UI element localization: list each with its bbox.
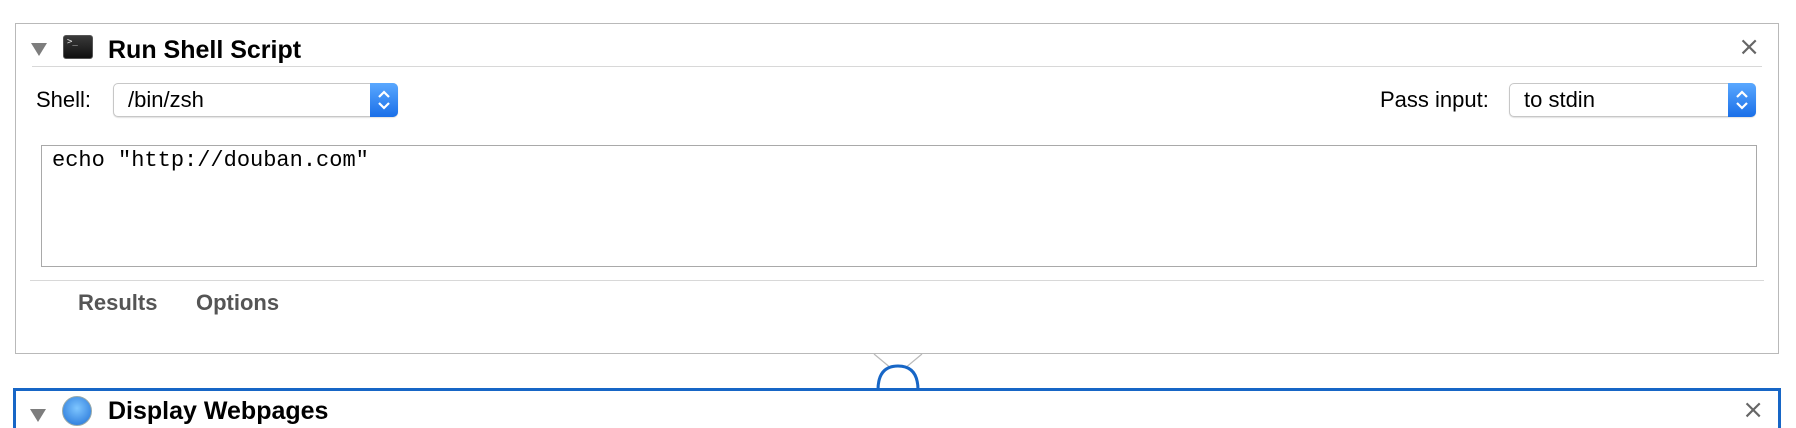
- terminal-icon-glyph: >_: [67, 37, 78, 47]
- tab-results[interactable]: Results: [78, 290, 158, 315]
- tab-options[interactable]: Options: [196, 290, 280, 315]
- shell-popup-stepper-icon[interactable]: [370, 83, 398, 117]
- close-icon[interactable]: ×: [1738, 32, 1760, 62]
- script-editor[interactable]: echo "http://douban.com": [41, 145, 1757, 267]
- next-disclosure-triangle-icon[interactable]: [30, 409, 46, 422]
- display-webpages-action: Display Webpages ×: [13, 388, 1781, 428]
- action-connector-icon: [873, 353, 923, 391]
- disclosure-triangle-icon[interactable]: [31, 43, 47, 56]
- next-close-icon[interactable]: ×: [1742, 395, 1764, 425]
- run-shell-script-action: >_ Run Shell Script × Shell: /bin/zsh Pa…: [15, 23, 1779, 354]
- pass-input-popup-stepper-icon[interactable]: [1728, 83, 1756, 117]
- pass-input-label: Pass input:: [1380, 87, 1489, 112]
- shell-popup[interactable]: /bin/zsh: [113, 83, 398, 117]
- shell-popup-value: /bin/zsh: [128, 87, 204, 112]
- script-text[interactable]: echo "http://douban.com": [52, 148, 369, 173]
- safari-icon: [62, 396, 92, 426]
- terminal-icon: >_: [63, 35, 93, 59]
- action-title: Run Shell Script: [108, 36, 302, 64]
- pass-input-popup-value: to stdin: [1524, 87, 1595, 112]
- action-header: >_ Run Shell Script ×: [16, 24, 1778, 74]
- next-action-title: Display Webpages: [108, 397, 329, 425]
- footer-divider: [30, 280, 1764, 281]
- header-divider: [32, 66, 1762, 67]
- pass-input-popup[interactable]: to stdin: [1509, 83, 1756, 117]
- shell-label: Shell:: [36, 87, 92, 112]
